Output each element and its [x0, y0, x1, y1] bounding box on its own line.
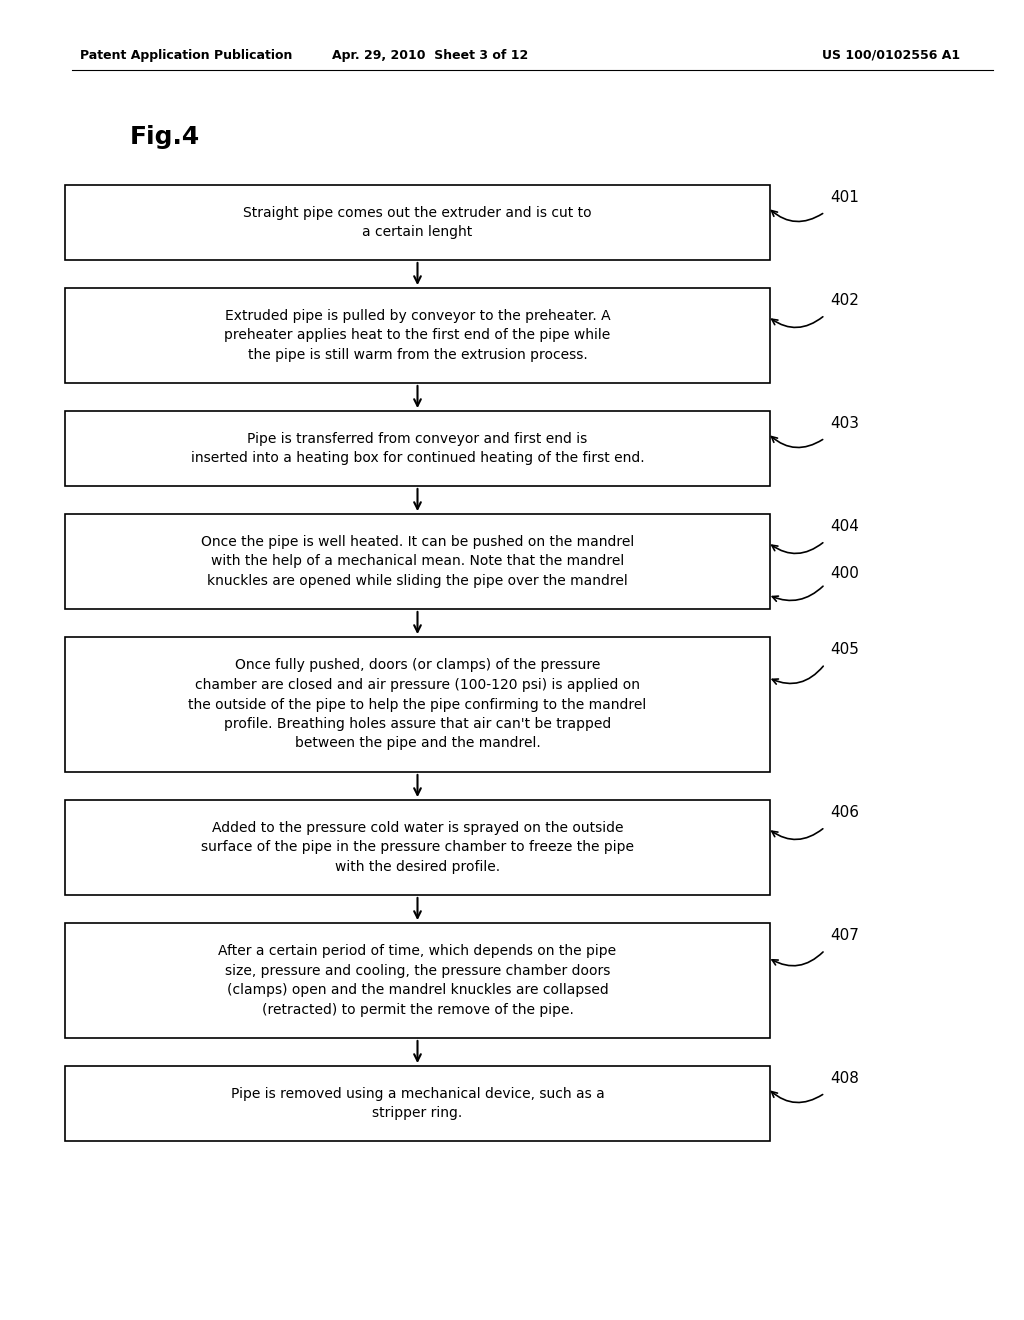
Text: Apr. 29, 2010  Sheet 3 of 12: Apr. 29, 2010 Sheet 3 of 12: [332, 49, 528, 62]
Text: US 100/0102556 A1: US 100/0102556 A1: [822, 49, 961, 62]
Bar: [65, 513, 770, 609]
Text: 407: 407: [830, 928, 859, 942]
Text: Extruded pipe is pulled by conveyor to the preheater. A
preheater applies heat t: Extruded pipe is pulled by conveyor to t…: [224, 309, 610, 362]
Bar: [65, 288, 770, 383]
Text: 401: 401: [830, 190, 859, 205]
Text: Pipe is removed using a mechanical device, such as a
stripper ring.: Pipe is removed using a mechanical devic…: [230, 1086, 604, 1121]
Text: 402: 402: [830, 293, 859, 308]
Bar: [65, 923, 770, 1038]
Text: Patent Application Publication: Patent Application Publication: [80, 49, 293, 62]
Text: Pipe is transferred from conveyor and first end is
inserted into a heating box f: Pipe is transferred from conveyor and fi…: [190, 432, 644, 465]
Text: 403: 403: [830, 416, 859, 432]
Text: Fig.4: Fig.4: [130, 125, 201, 149]
Bar: [65, 411, 770, 486]
Text: 405: 405: [830, 642, 859, 657]
Text: 406: 406: [830, 805, 859, 820]
Text: Added to the pressure cold water is sprayed on the outside
surface of the pipe i: Added to the pressure cold water is spra…: [201, 821, 634, 874]
Text: Once fully pushed, doors (or clamps) of the pressure
chamber are closed and air : Once fully pushed, doors (or clamps) of …: [188, 659, 646, 751]
Text: After a certain period of time, which depends on the pipe
size, pressure and coo: After a certain period of time, which de…: [218, 944, 616, 1016]
Bar: [65, 185, 770, 260]
Text: 408: 408: [830, 1071, 859, 1086]
Text: Once the pipe is well heated. It can be pushed on the mandrel
with the help of a: Once the pipe is well heated. It can be …: [201, 535, 634, 587]
Text: 404: 404: [830, 519, 859, 535]
Text: 400: 400: [830, 566, 859, 581]
Bar: [65, 1067, 770, 1140]
Bar: [65, 800, 770, 895]
Text: Straight pipe comes out the extruder and is cut to
a certain lenght: Straight pipe comes out the extruder and…: [243, 206, 592, 239]
Bar: [65, 638, 770, 772]
